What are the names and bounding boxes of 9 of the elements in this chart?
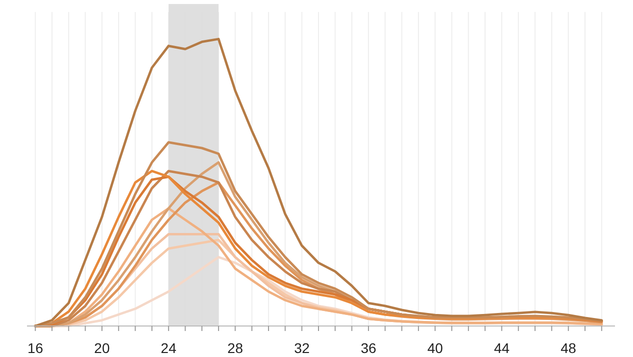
x-tick-label: 40 [427, 340, 444, 356]
x-tick-label: 44 [494, 340, 510, 356]
x-tick-label: 36 [360, 340, 376, 356]
x-tick-label: 28 [227, 340, 244, 356]
x-tick-label: 16 [28, 340, 44, 356]
x-tick-label: 48 [560, 340, 576, 356]
x-tick-label: 32 [294, 340, 310, 356]
x-tick-label: 20 [94, 340, 110, 356]
x-tick-label: 24 [160, 340, 177, 356]
